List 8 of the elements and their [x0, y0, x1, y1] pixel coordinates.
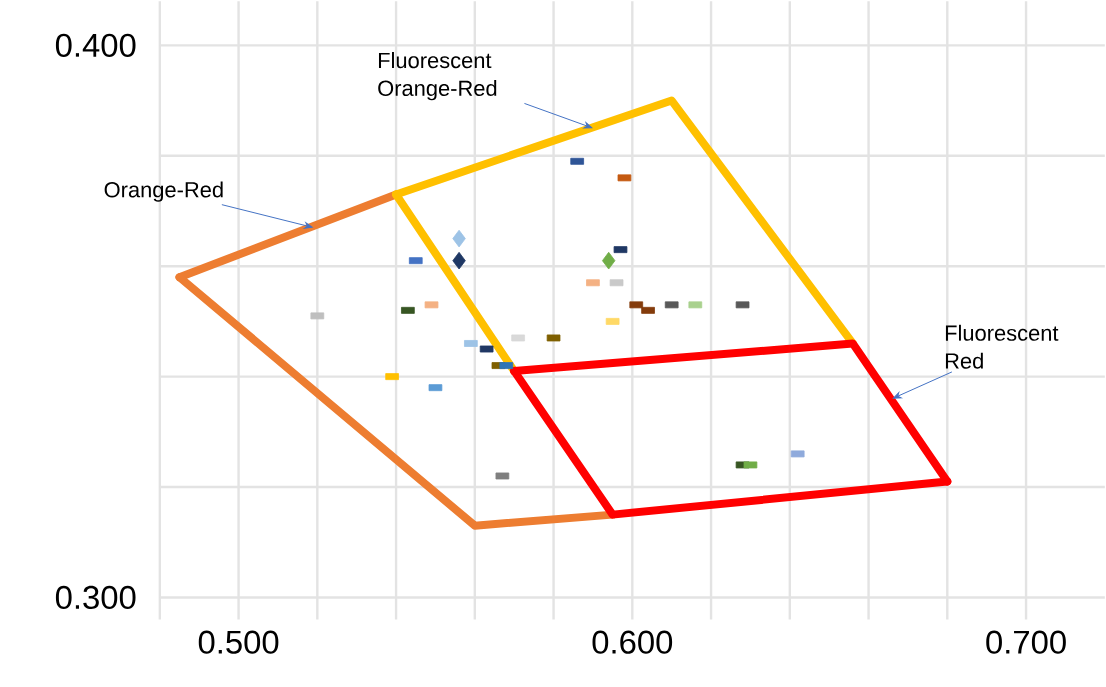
y-tick-label: 0.400 — [55, 33, 136, 57]
x-tick-label: 0.700 — [986, 630, 1066, 654]
y-tick-label: 0.300 — [55, 585, 136, 609]
x-tick-label: 0.600 — [592, 630, 673, 654]
x-tick-label: 0.500 — [198, 630, 279, 654]
annotation: Orange-Red — [104, 181, 223, 202]
annotation: Fluorescent Red — [945, 324, 1059, 369]
annotation: Fluorescent Orange-Red — [378, 51, 497, 101]
